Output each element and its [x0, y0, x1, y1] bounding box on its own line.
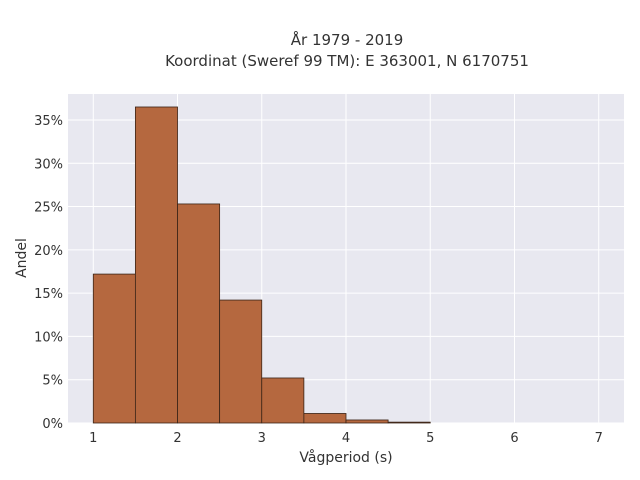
y-tick-label-5: 25%: [34, 201, 63, 216]
y-tick-label-1: 5%: [42, 374, 63, 389]
histogram-bar-6: [345, 419, 389, 424]
histogram-bar-5: [303, 413, 347, 424]
x-axis-label: Vågperiod (s): [299, 449, 392, 466]
x-tick-label-0: 1: [89, 431, 97, 446]
y-axis-ticks: 0% 5% 10% 15% 20% 25% 30% 35%: [34, 114, 63, 432]
histogram-bar-1: [134, 106, 178, 424]
chart-title: År 1979 - 2019: [291, 30, 404, 49]
y-tick-label-3: 15%: [34, 287, 63, 302]
y-tick-label-4: 20%: [34, 244, 63, 259]
y-tick-label-2: 10%: [34, 330, 63, 345]
y-axis-label: Andel: [14, 238, 30, 278]
x-axis-ticks: 1 2 3 4 5 6 7: [89, 431, 603, 446]
x-tick-label-6: 7: [595, 431, 603, 446]
histogram-bars: [92, 106, 431, 424]
histogram-bar-2: [177, 203, 221, 424]
x-tick-label-3: 4: [342, 431, 350, 446]
histogram-bar-4: [261, 377, 305, 424]
x-tick-label-4: 5: [426, 431, 434, 446]
histogram-bar-0: [92, 273, 136, 424]
x-tick-label-5: 6: [510, 431, 518, 446]
chart-subtitle: Koordinat (Sweref 99 TM): E 363001, N 61…: [165, 52, 529, 70]
y-tick-label-0: 0%: [42, 417, 63, 432]
histogram-bar-7: [387, 421, 431, 424]
x-tick-label-2: 3: [258, 431, 266, 446]
y-tick-label-6: 30%: [34, 157, 63, 172]
histogram-bar-3: [219, 299, 263, 424]
y-tick-label-7: 35%: [34, 114, 63, 129]
x-tick-label-1: 2: [173, 431, 181, 446]
